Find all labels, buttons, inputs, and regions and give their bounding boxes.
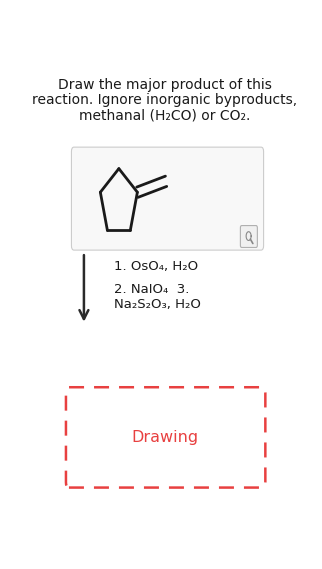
FancyBboxPatch shape bbox=[71, 147, 264, 250]
Text: Drawing: Drawing bbox=[131, 430, 199, 445]
FancyBboxPatch shape bbox=[241, 225, 257, 248]
Text: reaction. Ignore inorganic byproducts,: reaction. Ignore inorganic byproducts, bbox=[33, 93, 298, 107]
FancyBboxPatch shape bbox=[66, 387, 265, 488]
Text: Na₂S₂O₃, H₂O: Na₂S₂O₃, H₂O bbox=[114, 298, 201, 311]
Text: methanal (H₂CO) or CO₂.: methanal (H₂CO) or CO₂. bbox=[79, 109, 251, 122]
Text: 1. OsO₄, H₂O: 1. OsO₄, H₂O bbox=[114, 260, 198, 273]
Text: Draw the major product of this: Draw the major product of this bbox=[58, 78, 272, 92]
Text: 2. NaIO₄  3.: 2. NaIO₄ 3. bbox=[114, 283, 189, 296]
